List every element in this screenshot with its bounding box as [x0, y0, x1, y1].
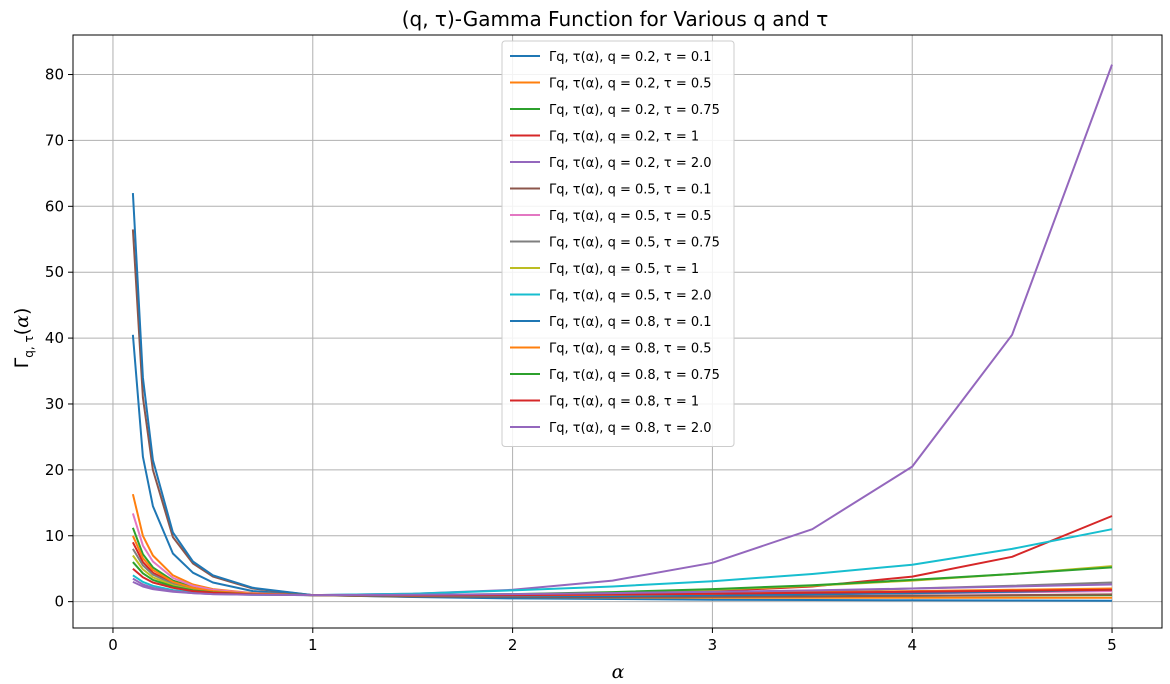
y-tick-label: 80 — [45, 66, 64, 84]
series-line — [132, 577, 1113, 597]
legend-box — [501, 40, 735, 447]
y-tick-label: 10 — [45, 527, 64, 545]
y-tick-label: 20 — [45, 461, 64, 479]
legend-label: Γq, τ(α), q = 0.2, τ = 0.1 — [549, 50, 712, 65]
y-tick-label: 50 — [45, 263, 64, 281]
plot-frame — [72, 34, 1163, 629]
x-tick-label: 5 — [1107, 636, 1117, 654]
y-axis-label: Γq, τ(α) — [11, 308, 36, 369]
y-tick-label: 0 — [54, 593, 64, 611]
legend-label: Γq, τ(α), q = 0.8, τ = 0.1 — [549, 315, 712, 330]
legend: Γq, τ(α), q = 0.2, τ = 0.1 Γq, τ(α), q = … — [501, 40, 735, 447]
legend-label: Γq, τ(α), q = 0.5, τ = 2.0 — [549, 289, 712, 304]
x-axis-label: α — [612, 661, 625, 683]
x-tick-label: 2 — [508, 636, 518, 654]
legend-label: Γq, τ(α), q = 0.2, τ = 0.75 — [549, 103, 720, 118]
legend-label: Γq, τ(α), q = 0.5, τ = 0.75 — [549, 236, 720, 251]
y-tick-label: 60 — [45, 197, 64, 215]
chart-title: (q, τ)-Gamma Function for Various q and … — [402, 7, 829, 31]
legend-label: Γq, τ(α), q = 0.8, τ = 0.75 — [549, 368, 720, 383]
legend-label: Γq, τ(α), q = 0.5, τ = 1 — [549, 262, 699, 277]
legend-label: Γq, τ(α), q = 0.2, τ = 1 — [549, 130, 699, 145]
y-tick-label: 30 — [45, 395, 64, 413]
series-layer — [131, 64, 1113, 602]
legend-label: Γq, τ(α), q = 0.8, τ = 2.0 — [549, 421, 712, 436]
x-tick-label: 3 — [708, 636, 718, 654]
legend-label: Γq, τ(α), q = 0.2, τ = 2.0 — [549, 156, 712, 171]
legend-label: Γq, τ(α), q = 0.5, τ = 0.1 — [549, 183, 712, 198]
x-tick-label: 1 — [308, 636, 318, 654]
legend-label: Γq, τ(α), q = 0.8, τ = 0.5 — [549, 342, 712, 357]
x-tick-label: 0 — [108, 636, 118, 654]
x-tick-label: 4 — [907, 636, 917, 654]
legend-label: Γq, τ(α), q = 0.2, τ = 0.5 — [549, 77, 712, 92]
legend-label: Γq, τ(α), q = 0.8, τ = 1 — [549, 395, 699, 410]
legend-label: Γq, τ(α), q = 0.5, τ = 0.5 — [549, 209, 712, 224]
y-tick-label: 70 — [45, 131, 64, 149]
y-tick-label: 40 — [45, 329, 64, 347]
